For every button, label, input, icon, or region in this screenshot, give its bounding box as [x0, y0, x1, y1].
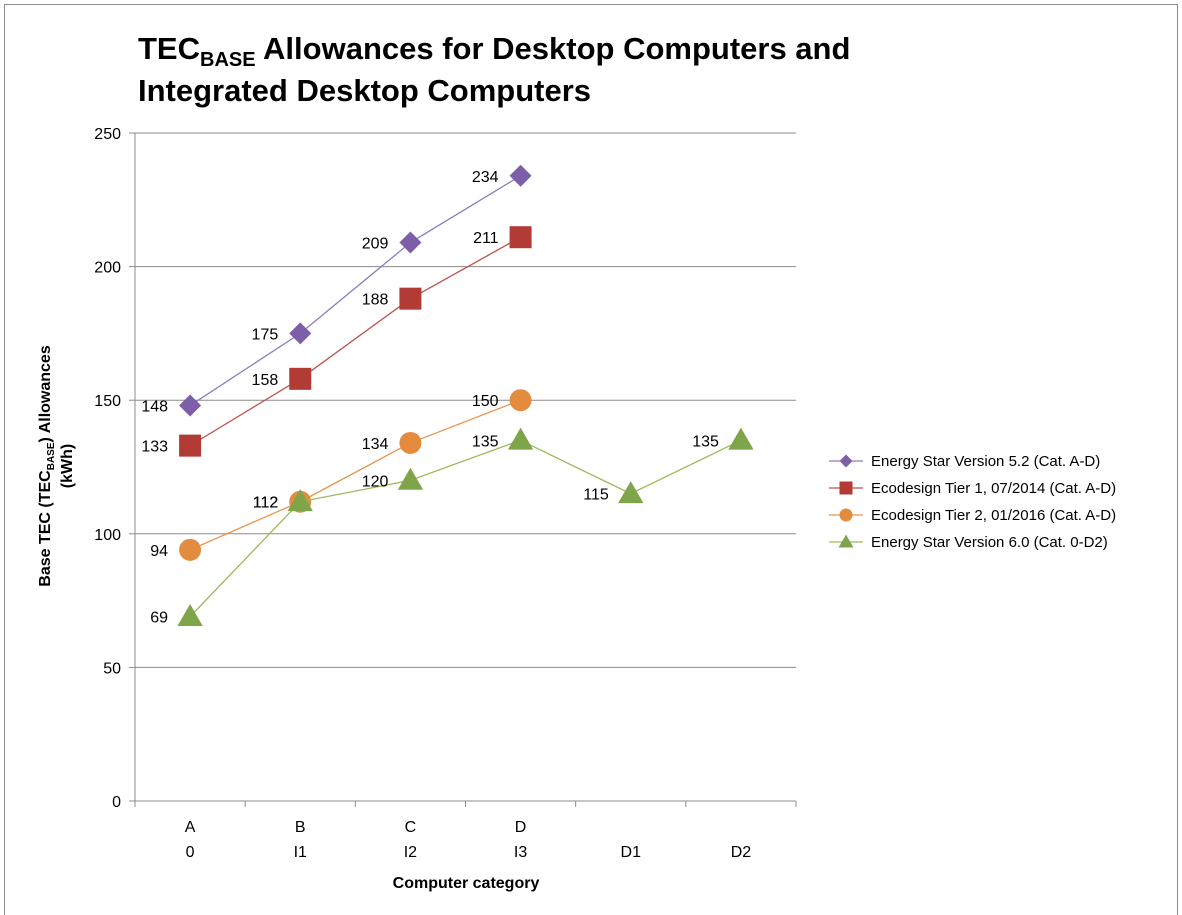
square-marker	[509, 226, 532, 249]
data-label: 150	[472, 393, 499, 410]
title-subscript: BASE	[200, 49, 256, 71]
data-label: 188	[362, 292, 389, 309]
data-label: 69	[150, 610, 168, 627]
data-label: 135	[472, 433, 499, 450]
triangle-marker	[507, 427, 534, 450]
legend-label: Energy Star Version 6.0 (Cat. 0-D2)	[871, 534, 1108, 551]
legend-label: Ecodesign Tier 1, 07/2014 (Cat. A-D)	[871, 480, 1116, 497]
diamond-marker	[179, 394, 202, 417]
legend-label: Ecodesign Tier 2, 01/2016 (Cat. A-D)	[871, 507, 1116, 524]
triangle-marker	[397, 467, 424, 490]
x-axis-label: Computer category	[393, 875, 540, 892]
circle-marker	[509, 389, 532, 412]
circle-marker	[179, 538, 202, 561]
data-label: 148	[141, 399, 168, 416]
y-axis-label-subscript: BASE	[46, 442, 57, 470]
y-axis-label: Base TEC (TECBASE) Allowances	[37, 345, 57, 587]
data-label: 94	[150, 543, 168, 560]
circle-marker	[839, 508, 853, 522]
grid-lines	[135, 132, 796, 668]
legend: Energy Star Version 5.2 (Cat. A-D) Ecodes…	[829, 453, 1116, 551]
data-label: 234	[472, 169, 499, 186]
data-label: 112	[253, 495, 279, 512]
data-label: 175	[252, 326, 279, 343]
x-tick-label: I2	[404, 844, 417, 861]
diamond-marker	[289, 322, 312, 345]
series-1	[179, 164, 532, 417]
x-tick-label: A	[185, 819, 196, 836]
y-tick-label: 250	[94, 126, 121, 143]
square-marker	[289, 367, 312, 390]
legend-label: Energy Star Version 5.2 (Cat. A-D)	[871, 453, 1100, 470]
y-tick-label: 150	[94, 393, 121, 410]
x-tick-label: B	[295, 819, 306, 836]
series-line	[189, 175, 521, 407]
x-tick-label: D	[515, 819, 527, 836]
y-axis-label-prefix: Base TEC (TEC	[37, 470, 54, 587]
x-tick-labels: A 0 B I1 C I2 D I3 D1 D2	[185, 819, 751, 861]
triangle-marker	[838, 534, 854, 548]
legend-item: Energy Star Version 5.2 (Cat. A-D)	[829, 453, 1100, 470]
diamond-marker	[839, 454, 853, 468]
diamond-marker	[399, 231, 422, 254]
data-label: 135	[692, 433, 719, 450]
data-label: 120	[362, 473, 389, 490]
triangle-marker	[287, 489, 313, 512]
series-3	[179, 389, 532, 561]
y-tick-labels: 0 50 100 150 200 250	[94, 126, 121, 811]
triangle-marker	[618, 481, 644, 504]
x-tick-label: I3	[514, 844, 527, 861]
series-group	[177, 164, 754, 626]
legend-item: Energy Star Version 6.0 (Cat. 0-D2)	[829, 534, 1108, 551]
title-line2: Integrated Desktop Computers	[138, 73, 592, 108]
y-tick-label: 200	[94, 260, 121, 277]
series-4	[177, 427, 754, 626]
data-label: 211	[473, 230, 499, 247]
x-tick-label: D2	[731, 844, 752, 861]
data-label: 133	[141, 439, 168, 456]
series-2	[179, 226, 532, 457]
chart-frame	[4, 4, 1178, 915]
title-rest: Allowances for Desktop Computers and	[255, 31, 851, 66]
title-main: TEC	[138, 31, 200, 66]
square-marker	[399, 287, 422, 310]
y-tick-label: 0	[112, 794, 121, 811]
y-axis-unit: (kWh)	[59, 444, 76, 488]
data-label: 209	[362, 236, 389, 253]
series-line	[189, 439, 742, 618]
y-axis-label-suffix: ) Allowances	[37, 345, 54, 442]
x-tick-label: C	[405, 819, 417, 836]
legend-item: Ecodesign Tier 2, 01/2016 (Cat. A-D)	[829, 507, 1116, 524]
square-marker	[179, 434, 202, 457]
series-line	[189, 236, 521, 447]
y-tick-label: 100	[94, 527, 121, 544]
square-marker	[839, 481, 853, 495]
triangle-marker	[177, 603, 203, 626]
data-label: 158	[252, 372, 279, 389]
axes	[129, 132, 797, 807]
data-labels: 1481752092341331581882119411213415069112…	[141, 169, 719, 627]
legend-item: Ecodesign Tier 1, 07/2014 (Cat. A-D)	[829, 480, 1116, 497]
data-label: 115	[583, 487, 609, 504]
y-tick-label: 50	[103, 660, 121, 677]
diamond-marker	[509, 164, 532, 187]
circle-marker	[399, 431, 422, 454]
triangle-marker	[728, 427, 754, 450]
data-label: 134	[362, 436, 389, 453]
chart-title: TECBASE Allowances for Desktop Computers…	[138, 28, 850, 112]
x-tick-label: I1	[294, 844, 307, 861]
data-label: 112	[253, 495, 279, 512]
series-line	[189, 399, 521, 551]
x-tick-label: D1	[621, 844, 642, 861]
x-tick-label: 0	[186, 844, 195, 861]
